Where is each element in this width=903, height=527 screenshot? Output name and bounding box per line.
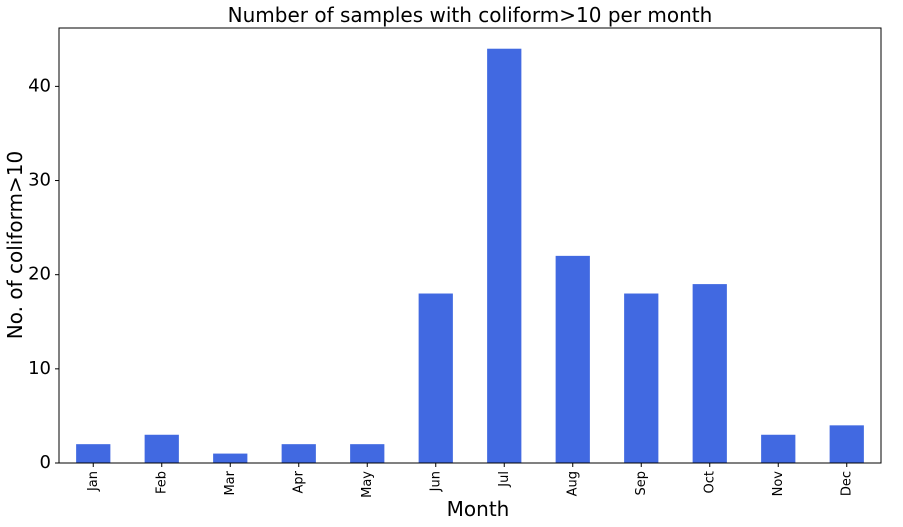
bar-oct <box>692 284 727 463</box>
y-tick-label: 20 <box>28 264 51 285</box>
x-tick-label: Apr <box>291 470 306 493</box>
bar-jul <box>487 48 522 463</box>
x-tick-label: Aug <box>565 471 580 496</box>
x-tick-label: Oct <box>702 471 717 493</box>
bar-feb <box>144 434 179 463</box>
y-axis-label: No. of coliform>10 <box>3 151 27 339</box>
y-tick-label: 0 <box>40 452 51 473</box>
bar-aug <box>555 255 590 463</box>
y-axis-ticks: 0 10 20 30 40 <box>28 75 59 473</box>
x-tick-label: Mar <box>223 470 238 495</box>
x-tick-label: May <box>360 471 375 498</box>
bars-group <box>76 48 864 463</box>
y-tick-label: 10 <box>28 358 51 379</box>
plot-frame <box>58 27 882 464</box>
x-tick-label: Jun <box>428 471 443 492</box>
bar-jun <box>418 293 453 463</box>
y-tick-label: 30 <box>28 170 51 191</box>
bar-mar <box>213 453 248 463</box>
y-tick-label: 40 <box>28 75 51 96</box>
bar-sep <box>624 293 659 463</box>
bar-jan <box>76 444 111 463</box>
x-axis-label: Month <box>447 497 510 521</box>
x-axis-ticks: Jan Feb Mar Apr May Jun Jul Aug Sep Oct Nov Dec <box>86 463 854 498</box>
x-tick-label: Jul <box>497 471 512 488</box>
bar-nov <box>761 434 796 463</box>
x-tick-label: Jan <box>86 471 101 492</box>
x-tick-label: Sep <box>634 471 649 496</box>
bar-may <box>350 444 385 463</box>
x-tick-label: Dec <box>839 471 854 496</box>
x-tick-label: Nov <box>771 471 786 497</box>
bar-apr <box>281 444 316 463</box>
chart-title: Number of samples with coliform>10 per m… <box>228 3 713 27</box>
x-tick-label: Feb <box>154 471 169 494</box>
bar-dec <box>829 425 864 463</box>
